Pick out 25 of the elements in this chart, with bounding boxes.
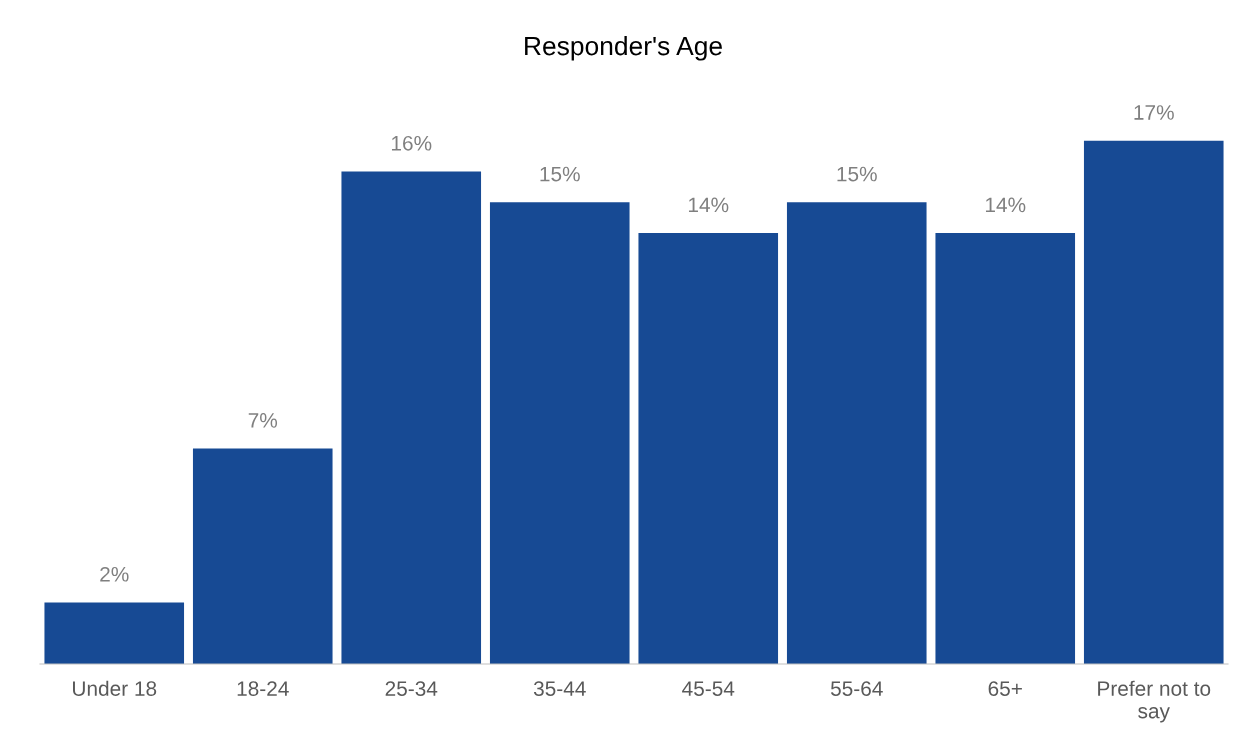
data-label: 15% <box>540 166 580 182</box>
data-label: 14% <box>985 197 1026 213</box>
x-tick-label: Under 18 <box>73 680 157 696</box>
x-tick-label: 35-44 <box>533 681 586 696</box>
bar <box>638 232 779 664</box>
bar <box>341 171 482 664</box>
bar <box>489 202 630 664</box>
bar <box>1083 140 1224 664</box>
x-tick-label: 65+ <box>988 681 1022 696</box>
x-tick-label: 25-34 <box>385 681 438 696</box>
x-tick-label: 45-54 <box>682 681 735 696</box>
data-label: 17% <box>1134 105 1174 120</box>
data-label: 2% <box>100 566 129 582</box>
bar <box>44 602 185 664</box>
data-label: 7% <box>248 413 278 428</box>
bar <box>935 232 1076 664</box>
bar <box>192 448 333 664</box>
x-tick-label: 18-24 <box>237 681 289 696</box>
data-label: 14% <box>688 197 729 213</box>
data-label: 16% <box>391 135 432 151</box>
bar <box>786 202 927 664</box>
x-tick-label: 55-64 <box>830 681 883 696</box>
x-tick-label: Prefer not to say <box>1098 680 1211 723</box>
chart-title: Responder's Age <box>525 36 722 61</box>
data-label: 15% <box>837 166 877 182</box>
